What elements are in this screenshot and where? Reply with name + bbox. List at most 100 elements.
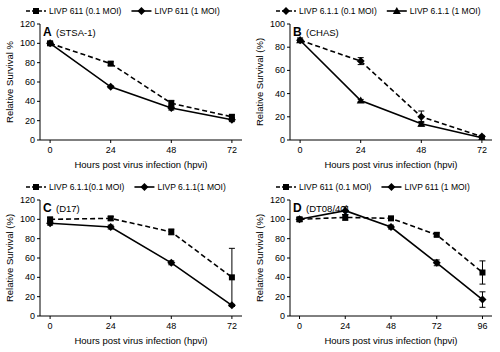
title: (DT08/40) (306, 203, 349, 214)
x-tick (231, 316, 232, 319)
y-tick-label: 40 (275, 89, 285, 99)
x-tick-label: 24 (356, 145, 366, 155)
marker (167, 104, 175, 112)
y-tick-label: 40 (25, 272, 35, 282)
y-tick (37, 101, 40, 102)
marker (228, 301, 236, 309)
y-tick (37, 238, 40, 239)
x-tick (360, 140, 361, 143)
y-axis-label: Relative Survival (%) (4, 214, 15, 302)
y-tick (287, 93, 290, 94)
x-tick (300, 140, 301, 143)
y-tick-label: 0 (30, 135, 35, 145)
y-axis-label: Relative Survival (%) (254, 38, 265, 126)
x-axis-label: Hours post virus infection (hpvi) (74, 335, 207, 346)
series-line (50, 43, 232, 116)
x-tick-label: 0 (48, 321, 53, 331)
x-tick-label: 24 (106, 145, 116, 155)
error-cap (418, 111, 424, 112)
title: (CHAS) (306, 27, 339, 38)
marker (228, 116, 236, 124)
marker (107, 83, 115, 91)
legend-label: LIVP 6.1.1 (1 MOI) (410, 6, 481, 16)
marker (108, 215, 114, 221)
x-tick (110, 140, 111, 143)
y-tick-label: 0 (30, 311, 35, 321)
y-tick (287, 296, 290, 297)
marker (46, 219, 54, 227)
y-tick (37, 200, 40, 201)
marker (434, 232, 440, 238)
plot-area (296, 207, 487, 308)
error-cap (479, 291, 485, 292)
y-tick-label: 20 (275, 112, 285, 122)
x-tick-label: 0 (298, 145, 303, 155)
title: (STSA-1) (56, 27, 96, 38)
y-tick (287, 70, 290, 71)
title: (D17) (56, 203, 80, 214)
series-line (300, 217, 483, 272)
panel: 0204060801001200244872Hours post virus i… (4, 182, 242, 346)
x-tick-label: 0 (48, 145, 53, 155)
y-tick (287, 200, 290, 201)
error-bar (168, 229, 174, 235)
error-cap (479, 284, 485, 285)
error-cap (229, 248, 235, 249)
marker (46, 39, 54, 47)
x-tick (110, 316, 111, 319)
y-tick (37, 219, 40, 220)
error-bar (342, 215, 348, 221)
marker (33, 8, 39, 14)
marker (140, 183, 148, 191)
y-tick (37, 62, 40, 63)
error-bar (479, 261, 485, 284)
legend-label: LIVP 611 (1 MOI) (404, 182, 470, 192)
x-tick-label: 72 (227, 321, 237, 331)
legend: LIVP 611 (0.1 MOI)LIVP 611 (1 MOI) (26, 6, 220, 16)
y-tick-label: 80 (275, 234, 285, 244)
x-tick-label: 48 (416, 145, 426, 155)
marker (282, 7, 290, 15)
series-line (50, 223, 232, 305)
marker (137, 7, 145, 15)
x-tick (171, 140, 172, 143)
y-tick-label: 40 (25, 96, 35, 106)
y-tick-label: 20 (25, 116, 35, 126)
marker (417, 113, 425, 121)
x-tick (171, 316, 172, 319)
y-tick (37, 296, 40, 297)
series-line (300, 40, 482, 137)
marker (296, 36, 304, 44)
legend: LIVP 6.1.1 (0.1 MOI)LIVP 6.1.1 (1 MOI) (276, 6, 481, 16)
x-tick-label: 24 (106, 321, 116, 331)
y-tick (287, 47, 290, 48)
y-tick (287, 140, 290, 141)
y-tick (287, 277, 290, 278)
y-tick-label: 20 (25, 292, 35, 302)
marker (283, 184, 289, 190)
error-bar (229, 248, 235, 306)
marker (108, 61, 114, 67)
marker (478, 296, 486, 304)
marker (357, 97, 365, 104)
legend-label: LIVP 6.1.1(1 MOI) (157, 182, 226, 192)
y-tick-label: 0 (280, 311, 285, 321)
marker (341, 207, 349, 215)
y-tick-label: 100 (20, 214, 35, 224)
y-tick-label: 60 (25, 77, 35, 87)
x-tick (50, 140, 51, 143)
plot-area (296, 36, 486, 140)
panel: 0204060801001200244872Hours post virus i… (4, 6, 242, 170)
y-tick-label: 120 (20, 19, 35, 29)
y-tick (287, 238, 290, 239)
marker (433, 259, 441, 267)
x-tick-label: 72 (432, 321, 442, 331)
y-tick-label: 40 (275, 272, 285, 282)
marker (479, 270, 485, 276)
error-bar (342, 207, 348, 215)
x-tick (345, 316, 346, 319)
marker (296, 215, 304, 223)
legend: LIVP 6.1.1(0.1 MOI)LIVP 6.1.1(1 MOI) (26, 182, 226, 192)
marker (478, 133, 486, 140)
panel-letter: D (293, 201, 302, 215)
